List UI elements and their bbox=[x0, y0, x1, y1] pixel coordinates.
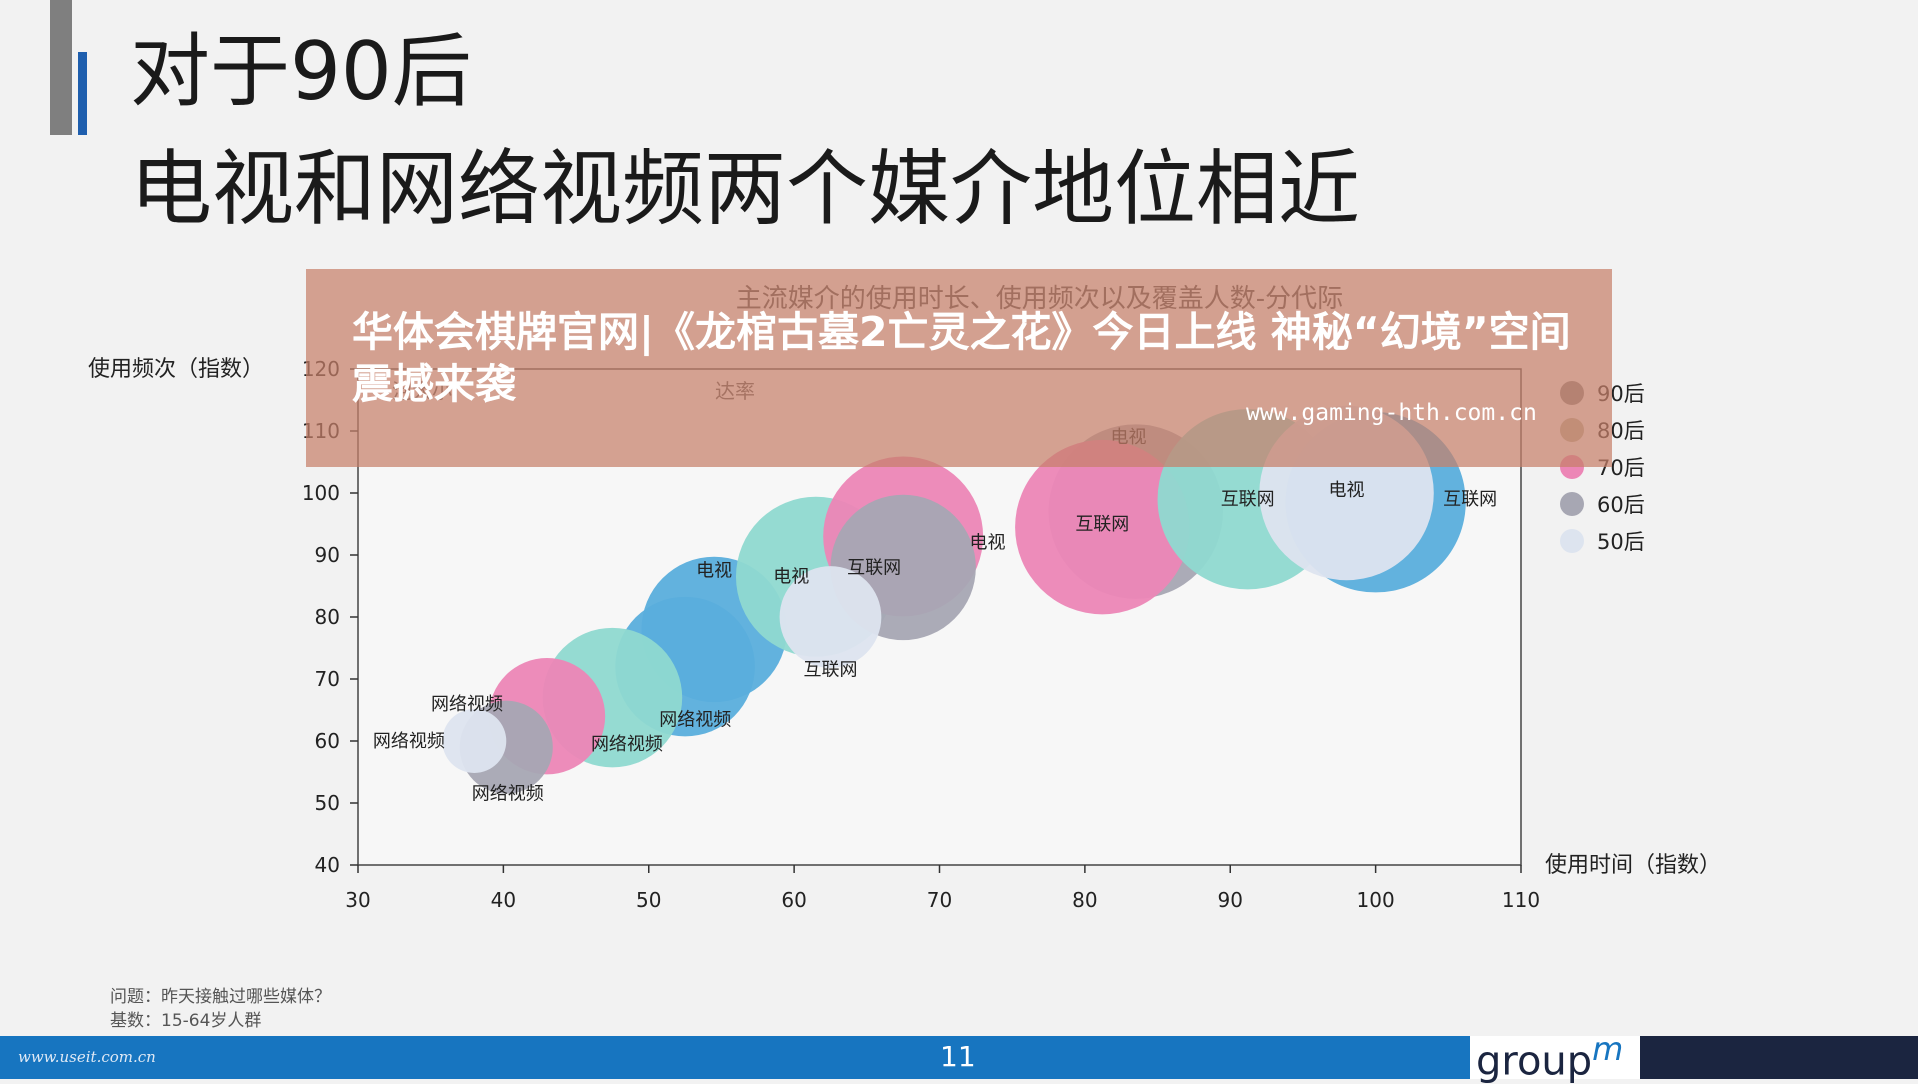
title-accent-bar bbox=[50, 0, 72, 135]
y-tick-label: 80 bbox=[315, 605, 340, 629]
y-tick-label: 60 bbox=[315, 729, 340, 753]
logo-text: group bbox=[1476, 1038, 1593, 1084]
bubble-label: 互联网 bbox=[847, 557, 901, 578]
bubble-label: 电视 bbox=[696, 561, 732, 582]
legend-swatch bbox=[1560, 492, 1584, 516]
x-tick-label: 100 bbox=[1357, 888, 1395, 912]
bubble-label: 互联网 bbox=[1221, 489, 1275, 510]
legend-swatch bbox=[1560, 529, 1584, 553]
bubble bbox=[779, 566, 882, 668]
page-number: 11 bbox=[940, 1040, 976, 1073]
y-tick-label: 100 bbox=[302, 481, 340, 505]
slide-title-line1: 对于90后 bbox=[130, 25, 472, 118]
bubble-label: 电视 bbox=[773, 567, 809, 588]
y-axis-label: 使用频次（指数） bbox=[88, 357, 264, 382]
logo-background bbox=[1470, 1036, 1640, 1079]
x-tick-label: 70 bbox=[927, 888, 952, 912]
x-tick-label: 30 bbox=[345, 888, 370, 912]
slide-title-line2: 电视和网络视频两个媒介地位相近 bbox=[130, 142, 1361, 237]
legend-label: 50后 bbox=[1597, 530, 1645, 554]
question-note: 问题：昨天接触过哪些媒体？ bbox=[110, 987, 331, 1007]
banner-url: www.gaming-hth.com.cn bbox=[1246, 400, 1537, 426]
bubble-label: 互联网 bbox=[803, 660, 857, 681]
legend-label: 60后 bbox=[1597, 493, 1645, 517]
banner-headline: 华体会棋牌官网|《龙棺古墓2亡灵之花》今日上线 神秘“幻境”空间震撼来袭 bbox=[352, 308, 1571, 408]
footer-url: www.useit.com.cn bbox=[18, 1048, 156, 1066]
groupm-logo: groupm bbox=[1476, 1030, 1623, 1084]
y-tick-label: 50 bbox=[315, 791, 340, 815]
x-tick-label: 80 bbox=[1072, 888, 1097, 912]
x-tick-label: 90 bbox=[1218, 888, 1243, 912]
logo-suffix: m bbox=[1592, 1030, 1624, 1068]
y-tick-label: 40 bbox=[315, 853, 340, 877]
bubble-label: 互联网 bbox=[1075, 514, 1129, 535]
base-note: 基数：15-64岁人群 bbox=[110, 1011, 262, 1031]
watermark-banner bbox=[306, 269, 1612, 467]
bubble-label: 网络视频 bbox=[373, 731, 445, 752]
bubble-label: 电视 bbox=[969, 533, 1005, 554]
x-axis-label: 使用时间（指数） bbox=[1545, 853, 1721, 878]
bubble-label: 网络视频 bbox=[659, 709, 731, 730]
bubble-label: 互联网 bbox=[1443, 489, 1497, 510]
bubble-label: 网络视频 bbox=[431, 694, 503, 715]
bubble bbox=[442, 709, 507, 773]
bubble-label: 网络视频 bbox=[472, 784, 544, 805]
x-tick-label: 40 bbox=[491, 888, 516, 912]
bubble-label: 网络视频 bbox=[591, 734, 663, 755]
x-tick-label: 60 bbox=[781, 888, 806, 912]
y-tick-label: 70 bbox=[315, 667, 340, 691]
footer-bar-dark bbox=[1640, 1036, 1918, 1079]
x-tick-label: 50 bbox=[636, 888, 661, 912]
title-accent-bar-blue bbox=[78, 52, 87, 135]
y-tick-label: 90 bbox=[315, 543, 340, 567]
bubble bbox=[1015, 439, 1190, 615]
bubble-label: 电视 bbox=[1329, 480, 1365, 501]
x-tick-label: 110 bbox=[1502, 888, 1540, 912]
